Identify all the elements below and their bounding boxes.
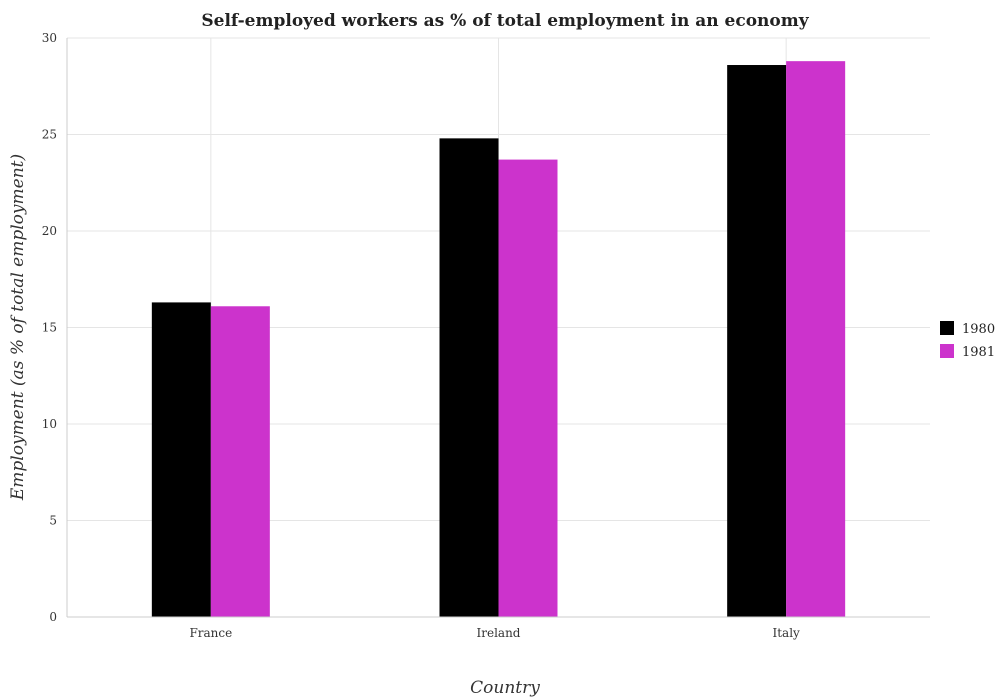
bar-ireland-1980 — [439, 138, 499, 618]
y-tick-label: 20 — [42, 224, 57, 238]
bar-ireland-1981 — [498, 159, 558, 617]
chart-title: Self-employed workers as % of total empl… — [201, 11, 809, 31]
x-tick-label: France — [189, 626, 232, 640]
legend: 1980 1981 — [940, 321, 995, 360]
x-axis-label: Country — [470, 678, 540, 698]
x-tick-label: Ireland — [477, 626, 521, 640]
bar-italy-1980 — [727, 65, 787, 617]
x-tick-label: Italy — [772, 626, 800, 640]
y-tick-label: 30 — [42, 31, 57, 45]
legend-swatch-1981 — [940, 344, 954, 358]
y-tick-label: 0 — [49, 610, 57, 624]
y-tick-label: 15 — [42, 321, 57, 335]
legend-label-1980: 1980 — [962, 322, 995, 337]
bar-france-1981 — [210, 306, 270, 617]
legend-swatch-1980 — [940, 321, 954, 335]
axes: 0 5 10 15 20 25 30 France Ireland Italy — [42, 31, 930, 640]
y-axis-label: Employment (as % of total employment) — [8, 154, 28, 501]
legend-label-1981: 1981 — [962, 345, 995, 360]
y-tick-label: 25 — [42, 128, 57, 142]
bars — [151, 61, 846, 618]
bar-italy-1981 — [786, 61, 846, 618]
y-tick-label: 10 — [42, 417, 57, 431]
y-tick-label: 5 — [49, 514, 57, 528]
bar-france-1980 — [151, 302, 211, 617]
